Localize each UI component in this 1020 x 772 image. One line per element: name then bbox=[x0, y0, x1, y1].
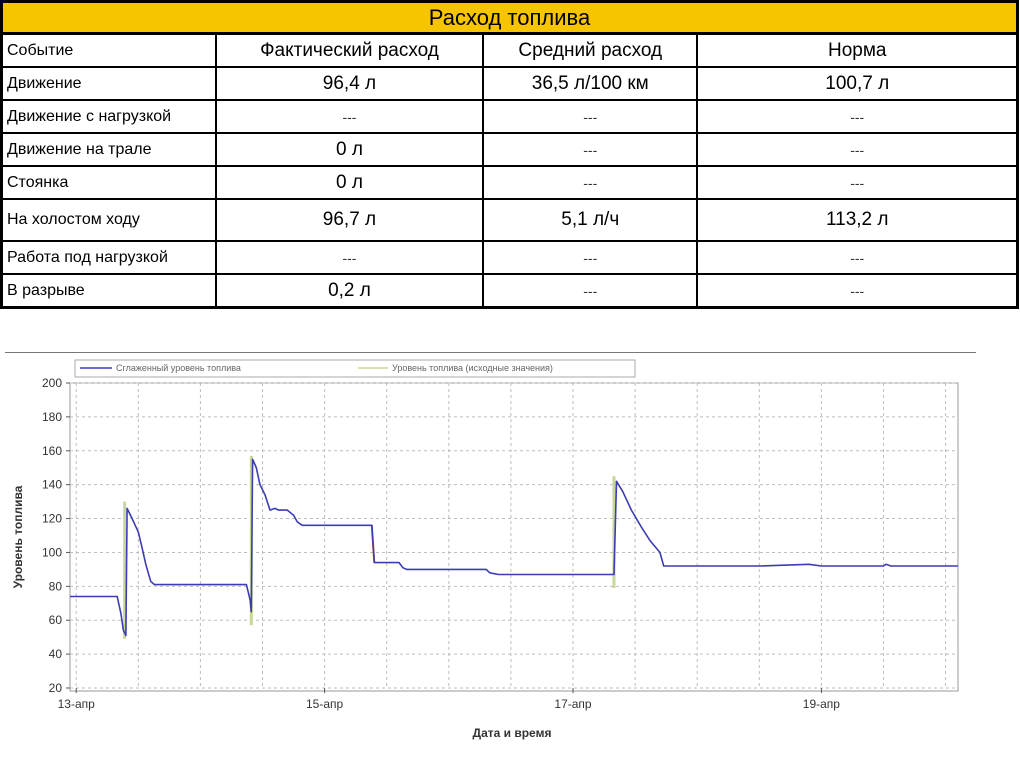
y-tick-label: 160 bbox=[42, 444, 62, 458]
plot-frame bbox=[69, 382, 959, 692]
row-event: Движение bbox=[0, 66, 217, 101]
fuel-level-chart: Сглаженный уровень топлива Уровень топли… bbox=[11, 359, 959, 740]
header-norm: Норма bbox=[696, 32, 1019, 68]
row-norm: --- bbox=[696, 273, 1019, 309]
table-row: На холостом ходу 96,7 л 5,1 л/ч 113,2 л bbox=[0, 198, 1019, 242]
row-event: В разрыве bbox=[0, 273, 217, 309]
row-norm: 100,7 л bbox=[696, 66, 1019, 101]
row-actual: 96,4 л bbox=[214, 66, 485, 101]
report-title: Расход топлива bbox=[0, 0, 1019, 32]
header-average: Средний расход bbox=[482, 32, 699, 68]
section-divider bbox=[5, 352, 976, 353]
row-actual: 0 л bbox=[214, 165, 485, 200]
y-tick-label: 200 bbox=[42, 376, 62, 390]
table-header-row: Событие Фактический расход Средний расхо… bbox=[0, 32, 1019, 68]
y-axis-title: Уровень топлива bbox=[11, 485, 25, 588]
y-tick-label: 40 bbox=[49, 647, 63, 661]
row-norm: --- bbox=[696, 99, 1019, 134]
y-tick-label: 80 bbox=[49, 579, 63, 593]
smoothed-level-line bbox=[70, 458, 958, 637]
x-tick-label: 17-апр bbox=[554, 697, 592, 711]
row-average: --- bbox=[482, 132, 699, 167]
row-actual: 0,2 л bbox=[214, 273, 485, 309]
row-norm: --- bbox=[696, 165, 1019, 200]
row-average: --- bbox=[482, 165, 699, 200]
fuel-report: Расход топлива Событие Фактический расхо… bbox=[0, 0, 1019, 309]
row-actual: --- bbox=[214, 99, 485, 134]
table-row: Движение 96,4 л 36,5 л/100 км 100,7 л bbox=[0, 66, 1019, 101]
grid bbox=[70, 382, 958, 689]
y-axis: 20 40 60 80 100 120 140 160 180 200 bbox=[42, 376, 70, 695]
x-axis-title: Дата и время bbox=[473, 726, 552, 740]
row-average: --- bbox=[482, 240, 699, 275]
row-actual: 96,7 л bbox=[214, 198, 485, 242]
table-row: Движение на трале 0 л --- --- bbox=[0, 132, 1019, 167]
legend-raw-label: Уровень топлива (исходные значения) bbox=[392, 363, 553, 373]
row-norm: --- bbox=[696, 132, 1019, 167]
row-event: На холостом ходу bbox=[0, 198, 217, 242]
header-actual: Фактический расход bbox=[214, 32, 485, 68]
table-row: Стоянка 0 л --- --- bbox=[0, 165, 1019, 200]
header-event: Событие bbox=[0, 32, 217, 68]
legend-box bbox=[74, 359, 636, 378]
row-event: Работа под нагрузкой bbox=[0, 240, 217, 275]
row-event: Движение с нагрузкой bbox=[0, 99, 217, 134]
y-tick-label: 140 bbox=[42, 478, 62, 492]
y-tick-label: 180 bbox=[42, 410, 62, 424]
row-norm: --- bbox=[696, 240, 1019, 275]
x-tick-label: 13-апр bbox=[58, 697, 96, 711]
x-tick-label: 19-апр bbox=[803, 697, 841, 711]
table-row: В разрыве 0,2 л --- --- bbox=[0, 273, 1019, 309]
x-tick-label: 15-апр bbox=[306, 697, 344, 711]
legend-smoothed-label: Сглаженный уровень топлива bbox=[116, 363, 241, 373]
table-row: Работа под нагрузкой --- --- --- bbox=[0, 240, 1019, 275]
x-axis: 13-апр 15-апр 17-апр 19-апр bbox=[58, 688, 841, 711]
row-average: 36,5 л/100 км bbox=[482, 66, 699, 101]
row-event: Движение на трале bbox=[0, 132, 217, 167]
row-average: --- bbox=[482, 273, 699, 309]
y-tick-label: 120 bbox=[42, 512, 62, 526]
row-actual: 0 л bbox=[214, 132, 485, 167]
y-tick-label: 60 bbox=[49, 613, 63, 627]
smoothed-series bbox=[70, 458, 958, 637]
y-tick-label: 20 bbox=[49, 681, 63, 695]
row-event: Стоянка bbox=[0, 165, 217, 200]
row-average: --- bbox=[482, 99, 699, 134]
table-row: Движение с нагрузкой --- --- --- bbox=[0, 99, 1019, 134]
y-tick-label: 100 bbox=[42, 545, 62, 559]
row-actual: --- bbox=[214, 240, 485, 275]
row-norm: 113,2 л bbox=[696, 198, 1019, 242]
fuel-table: Событие Фактический расход Средний расхо… bbox=[0, 32, 1019, 309]
row-average: 5,1 л/ч bbox=[482, 198, 699, 242]
